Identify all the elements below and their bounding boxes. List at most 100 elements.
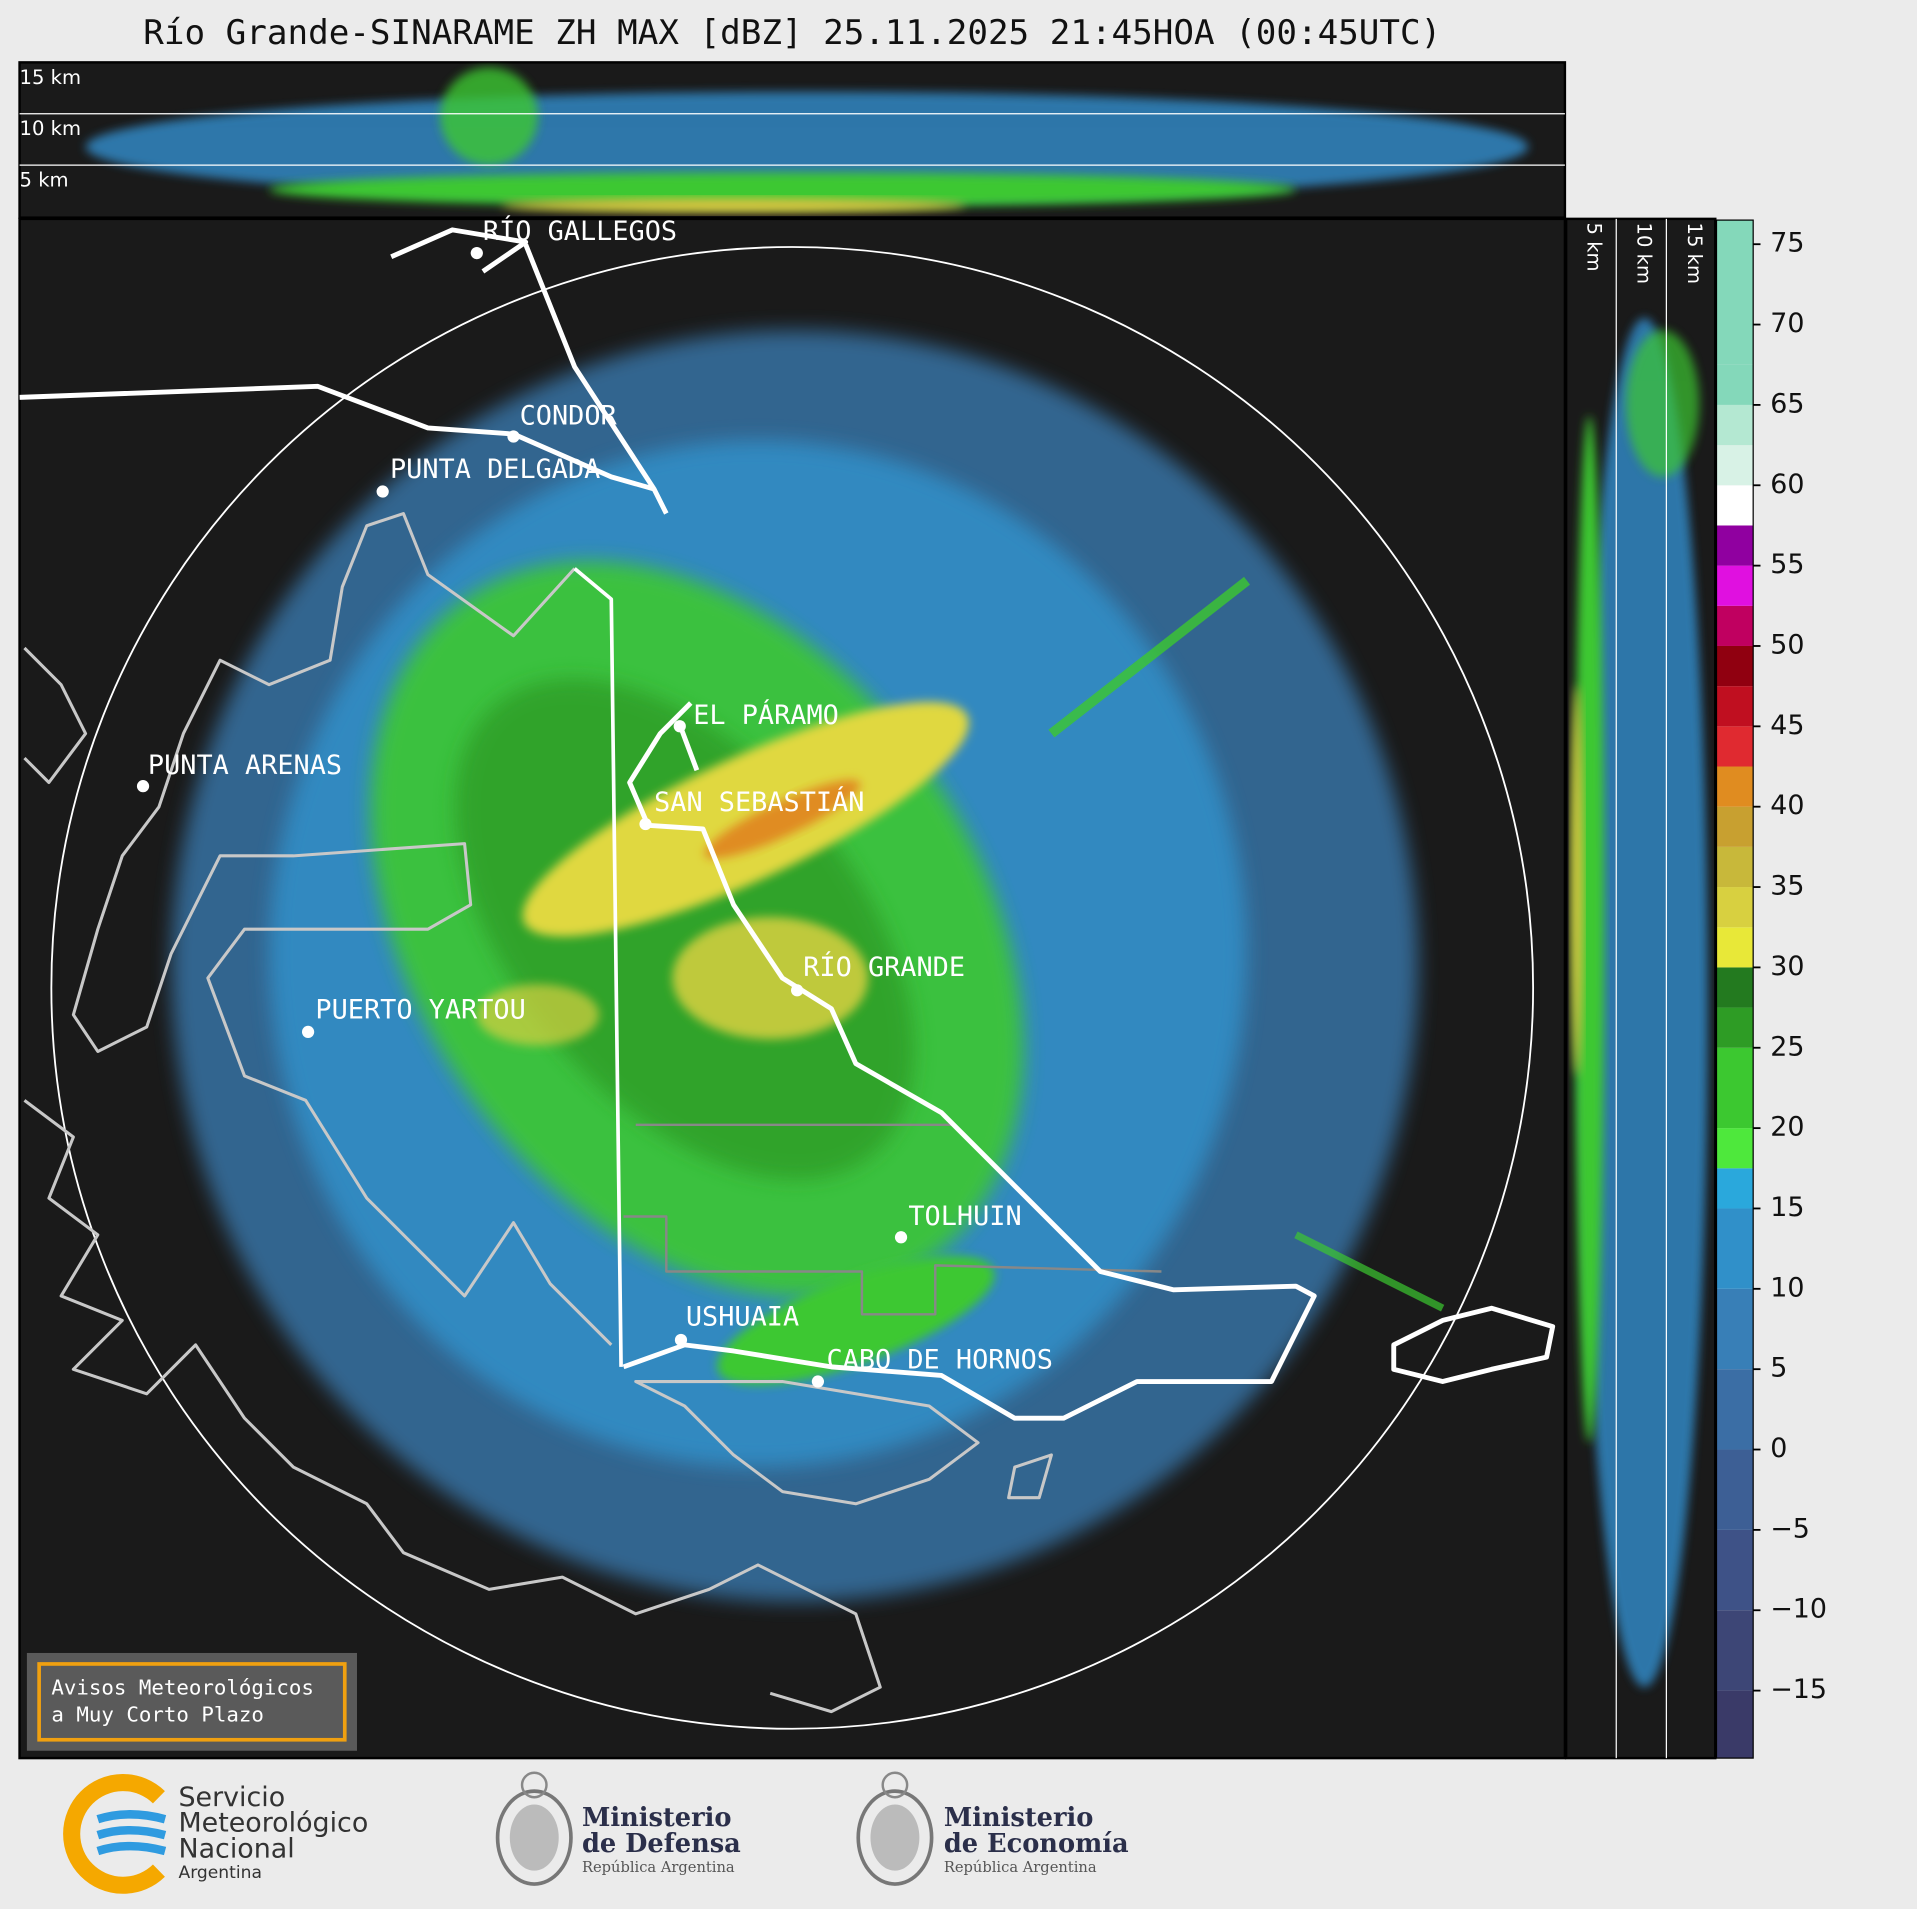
- colorbar-tick-label: 75: [1770, 228, 1804, 259]
- colorbar-tick-label: 70: [1770, 308, 1804, 339]
- place-dot: [791, 984, 804, 997]
- emblem: [870, 1804, 920, 1871]
- color-band: [1716, 1369, 1754, 1450]
- smn-logo: [63, 1774, 167, 1894]
- color-band: [1716, 445, 1754, 486]
- colorbar-tick-label: 45: [1770, 710, 1804, 741]
- color-band: [1716, 766, 1754, 807]
- color-band: [1716, 1007, 1754, 1048]
- place-dot: [639, 817, 652, 831]
- colorbar-tick-label: 5: [1770, 1353, 1787, 1384]
- emblem: [881, 1771, 909, 1799]
- height-label: 5 km: [20, 168, 69, 191]
- height-label: 10 km: [20, 117, 81, 140]
- colorbar-tick-label: −15: [1770, 1674, 1827, 1705]
- places: RÍO GALLEGOS CONDOR PUNTA DELGADA PUNTA ARE…: [136, 215, 1053, 1388]
- echo: [672, 916, 869, 1040]
- notice-text: Avisos Meteorológicos: [51, 1675, 314, 1699]
- border: [573, 567, 623, 1367]
- echo: [717, 1256, 995, 1385]
- color-band: [1716, 927, 1754, 968]
- logo-stripe: [96, 1810, 167, 1824]
- place-label: PUNTA DELGADA: [390, 454, 600, 485]
- notice-box: [26, 1652, 357, 1751]
- notice-text: a Muy Corto Plazo: [51, 1702, 264, 1726]
- logo-text: Ministerio: [944, 1803, 1094, 1833]
- place-dot: [470, 246, 483, 260]
- color-band: [1716, 1288, 1754, 1370]
- color-band: [1716, 1449, 1754, 1530]
- echo: [501, 198, 966, 213]
- color-band: [1716, 806, 1754, 847]
- place-label: PUNTA ARENAS: [148, 750, 342, 781]
- boundary: [623, 1123, 1162, 1316]
- color-band: [1716, 1208, 1754, 1289]
- height-label: 5 km: [1583, 223, 1606, 272]
- color-band: [1716, 967, 1754, 1008]
- place-dot: [301, 1025, 315, 1039]
- color-band: [1716, 846, 1754, 888]
- place-label: RÍO GALLEGOS: [483, 215, 677, 247]
- emblem: [509, 1804, 559, 1871]
- radar-echoes: [171, 330, 1445, 1602]
- place-label: CONDOR: [520, 400, 618, 431]
- place-dot: [507, 430, 520, 443]
- logo-text: Ministerio: [582, 1803, 732, 1833]
- color-band: [1716, 565, 1754, 606]
- logo-text: Nacional: [178, 1833, 294, 1864]
- logo-stripe: [96, 1826, 167, 1840]
- place-dot: [673, 720, 686, 733]
- colorbar-tick-label: 30: [1770, 951, 1804, 982]
- place-dot: [136, 780, 150, 793]
- logo-text: República Argentina: [582, 1859, 735, 1876]
- side-echoes: [1571, 317, 1708, 1688]
- color-band: [1716, 404, 1754, 446]
- border: [390, 227, 529, 274]
- echo: [1580, 317, 1708, 1688]
- place-dot: [894, 1231, 908, 1244]
- colorbar-tick-label: 40: [1770, 790, 1804, 821]
- logo-text: Meteorológico: [178, 1808, 368, 1839]
- coastline: [1007, 1453, 1053, 1500]
- echo: [440, 67, 538, 166]
- coastline: [634, 1380, 980, 1506]
- colorbar-tick-label: −5: [1770, 1513, 1810, 1544]
- color-band: [1716, 1610, 1754, 1691]
- place-label: PUERTO YARTOU: [315, 995, 525, 1026]
- place-label: EL PÁRAMO: [693, 699, 839, 731]
- defensa-emblem: [495, 1771, 573, 1886]
- emblem: [520, 1771, 548, 1799]
- place-label: RÍO GRANDE: [803, 951, 965, 983]
- logo-text: Servicio: [178, 1782, 285, 1813]
- economia-emblem: [856, 1771, 934, 1886]
- colorbar-tick-label: 60: [1770, 469, 1804, 500]
- echo: [1626, 330, 1700, 477]
- colorbar-tick-label: 55: [1770, 549, 1804, 580]
- echo: [1571, 684, 1584, 1076]
- border: [19, 243, 669, 515]
- echo-ray: [1048, 576, 1251, 738]
- height-label: 10 km: [1633, 223, 1656, 284]
- echo: [476, 984, 600, 1046]
- map-outlines: [19, 227, 1556, 1714]
- range-ring: [50, 246, 1535, 1730]
- colorbar-frame: [1715, 219, 1754, 1759]
- color-band: [1716, 1529, 1754, 1611]
- echo: [1574, 415, 1605, 1443]
- colorbar-tick-label: 10: [1770, 1272, 1804, 1303]
- colorbar-tick-label: 50: [1770, 629, 1804, 660]
- coastline: [23, 1099, 882, 1714]
- logo-text: República Argentina: [944, 1859, 1097, 1876]
- coastline: [23, 646, 88, 785]
- emblem: [495, 1789, 573, 1886]
- color-band: [1716, 1168, 1754, 1209]
- echo: [268, 172, 1296, 207]
- logo-text: de Defensa: [582, 1829, 741, 1859]
- color-band: [1716, 220, 1754, 365]
- echo-ray: [1294, 1231, 1445, 1312]
- height-label: 15 km: [20, 66, 81, 89]
- notice-border: [37, 1662, 347, 1742]
- title: Río Grande-SINARAME ZH MAX [dBZ] 25.11.2…: [143, 13, 1441, 53]
